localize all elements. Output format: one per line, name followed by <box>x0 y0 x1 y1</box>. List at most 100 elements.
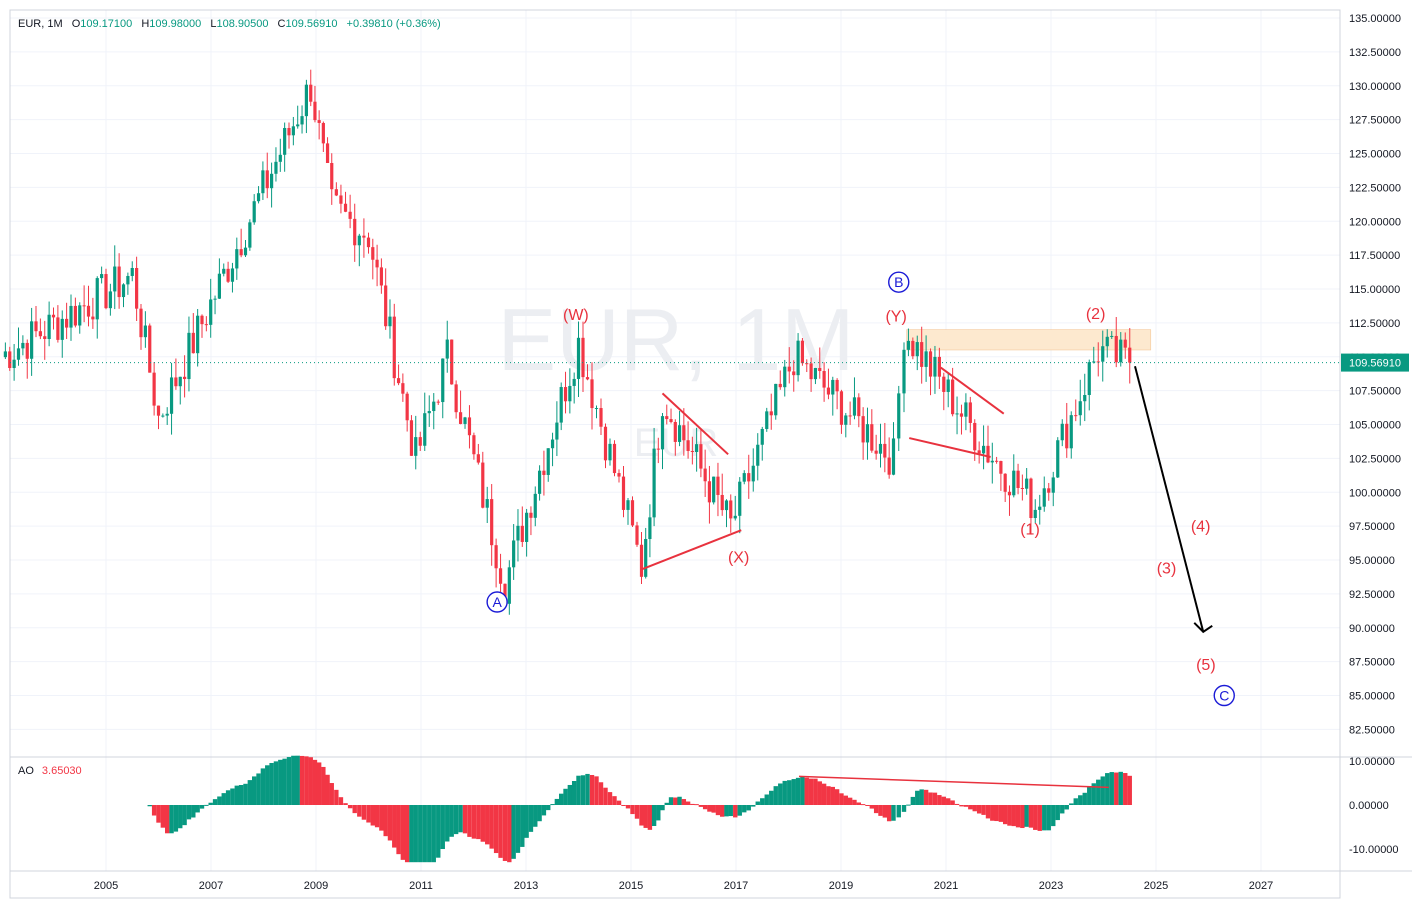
ao-bar <box>1118 771 1123 805</box>
ao-bar <box>156 805 161 823</box>
ao-bar <box>937 795 942 805</box>
ao-bar <box>278 759 283 805</box>
candle-body <box>321 122 325 144</box>
ao-bar <box>511 805 516 859</box>
ao-bar <box>959 805 964 807</box>
candle-body <box>525 512 529 542</box>
candle-body <box>1016 470 1020 488</box>
ao-bar <box>800 777 805 805</box>
ao-bar <box>440 805 445 850</box>
wave-2-label[interactable]: (2) <box>1086 306 1106 323</box>
candle-body <box>56 317 60 340</box>
high-key: H <box>141 18 150 30</box>
candle-body <box>409 420 414 456</box>
triangle-upper-line[interactable] <box>661 392 729 456</box>
wave-a-label-circle[interactable] <box>486 591 508 613</box>
ao-bar <box>533 805 538 827</box>
ao-divergence-line[interactable] <box>798 775 1109 789</box>
candle-body <box>644 538 648 577</box>
wedge-lower-line[interactable] <box>909 437 991 458</box>
ao-bar <box>715 805 721 816</box>
candle-body <box>287 127 291 136</box>
candle-body <box>665 416 669 420</box>
wedge-upper-line[interactable] <box>940 366 1005 415</box>
wave-3-label[interactable]: (3) <box>1157 561 1177 578</box>
wave-y-label[interactable]: (Y) <box>885 309 906 326</box>
candle-body <box>343 203 348 212</box>
ao-bar <box>634 805 640 819</box>
candle-body <box>309 84 313 102</box>
resistance-zone[interactable] <box>906 329 1152 351</box>
wave-b-label-circle[interactable] <box>888 271 910 293</box>
candle-body <box>716 476 720 495</box>
ao-bar <box>755 801 760 805</box>
ao-bar <box>981 805 986 815</box>
wave-5-label[interactable]: (5) <box>1196 657 1216 674</box>
candle-body <box>599 408 603 427</box>
ao-bar <box>673 797 678 805</box>
candle-body <box>512 540 516 568</box>
candle-body <box>783 366 787 388</box>
ao-bar <box>256 773 261 805</box>
candle-body <box>1051 477 1055 493</box>
ao-bar <box>357 805 362 817</box>
candle-body <box>317 120 321 123</box>
wave-4-label[interactable]: (4) <box>1191 519 1211 536</box>
ao-bar <box>677 796 682 805</box>
ao-bar <box>567 784 573 805</box>
wave-b-label[interactable]: B <box>894 274 903 290</box>
candle-body <box>445 339 449 359</box>
candle-body <box>635 525 639 545</box>
triangle-lower-line[interactable] <box>641 529 742 571</box>
wave-x-label[interactable]: (X) <box>728 550 749 567</box>
candle-body <box>608 443 612 461</box>
candle-body <box>117 266 121 298</box>
candle-body <box>51 314 56 318</box>
wave-1-label[interactable]: (1) <box>1020 521 1040 538</box>
candle-body <box>472 435 476 455</box>
ao-bar <box>1020 805 1025 829</box>
candle-body <box>265 170 269 189</box>
ao-bar <box>630 805 635 815</box>
candle-body <box>844 415 848 425</box>
time-tick-label: 2027 <box>1249 880 1273 892</box>
ao-bar <box>1064 805 1069 810</box>
candle-body <box>73 305 77 326</box>
ao-bar <box>165 805 170 834</box>
candle-body <box>1020 487 1024 489</box>
projection-arrow-line[interactable] <box>1134 365 1205 633</box>
price-tick-label: 105.00000 <box>1349 420 1401 432</box>
wave-w-label[interactable]: (W) <box>563 307 589 324</box>
time-tick-label: 2011 <box>409 880 433 892</box>
candle-body <box>1074 415 1078 417</box>
ao-bar <box>252 776 257 805</box>
candle-body <box>174 377 178 387</box>
price-tick-label: 95.00000 <box>1349 555 1395 567</box>
wave-c-label-circle[interactable] <box>1213 684 1235 707</box>
candle-body <box>143 325 147 338</box>
candle-body <box>1012 470 1016 496</box>
candle-body <box>520 525 524 542</box>
candle-body <box>209 299 213 325</box>
ao-bar <box>1091 783 1096 805</box>
watermark-title: EUR, 1M <box>498 290 855 389</box>
ao-bar <box>347 805 353 809</box>
wave-a-label[interactable]: A <box>492 594 502 610</box>
candle-body <box>774 383 778 416</box>
ao-bar <box>651 805 657 826</box>
candle-body <box>870 424 874 451</box>
last-price-tag[interactable] <box>1341 353 1409 372</box>
candle-body <box>669 419 673 422</box>
ao-bar <box>238 784 244 805</box>
candle-body <box>831 379 835 395</box>
ao-bar <box>865 805 870 806</box>
projection-arrow-head[interactable] <box>1193 622 1213 634</box>
wave-c-label[interactable]: C <box>1219 688 1229 704</box>
ao-bar <box>467 805 472 837</box>
candle-body <box>226 268 230 282</box>
ao-bar <box>195 805 200 813</box>
candle-body <box>454 384 458 413</box>
ohlc-legend: EUR, 1M O109.17100 H109.98000 L108.90500… <box>18 18 441 30</box>
